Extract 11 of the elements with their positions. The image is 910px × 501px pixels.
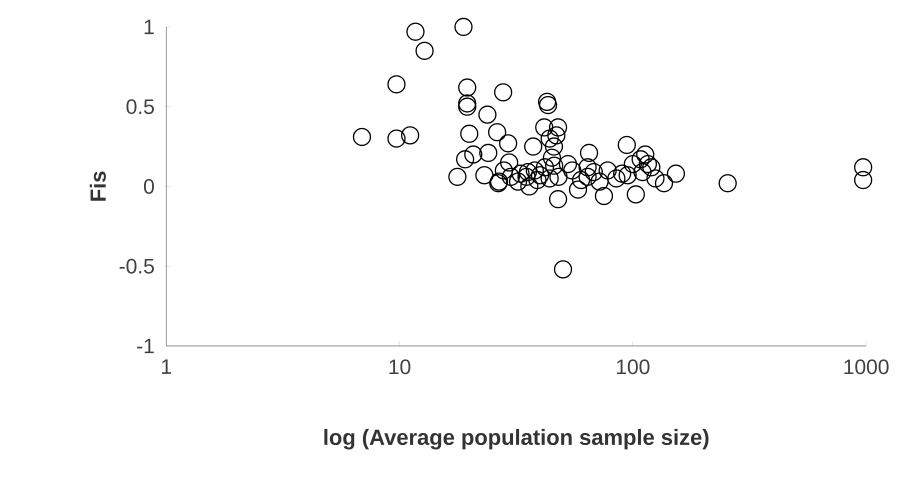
y-tick-label: 1 xyxy=(144,19,154,34)
x-tick-label: 100 xyxy=(616,359,650,374)
y-tick-label: 0 xyxy=(144,178,154,194)
y-axis-title: Fis xyxy=(90,171,106,201)
x-tick-label: 10 xyxy=(390,359,410,374)
y-tick-label: -1 xyxy=(137,338,154,353)
y-tick-label: -0.5 xyxy=(120,258,154,274)
x-tick-label: 1000 xyxy=(844,359,889,374)
y-tick-label: 0.5 xyxy=(126,99,154,114)
x-axis-title: log (Average population sample size) xyxy=(324,428,708,450)
x-tick-label: 1 xyxy=(162,359,172,374)
